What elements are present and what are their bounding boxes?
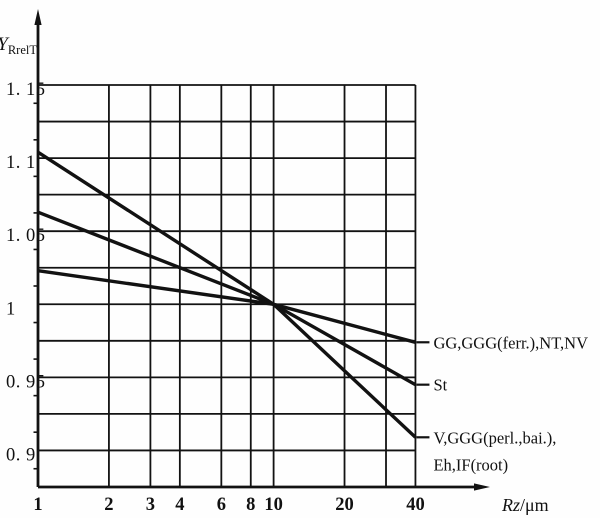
x-tick-label: 8: [246, 495, 255, 515]
y-tick-label: 1: [6, 299, 16, 319]
x-tick-label: 2: [104, 495, 113, 515]
y-tick-label: 0. 95: [6, 372, 46, 392]
y-tick-label: 0. 9: [6, 445, 36, 465]
series-label: V,GGG(perl.,bai.),: [433, 428, 556, 447]
x-tick-label: 40: [406, 495, 425, 515]
x-axis-title: Rz/μm: [501, 495, 549, 515]
x-tick-label: 4: [175, 495, 184, 515]
x-tick-label: 3: [146, 495, 155, 515]
y-axis-title: YRrelT: [0, 34, 37, 57]
series-curve: [37, 150, 417, 439]
y-axis-arrow-icon: [34, 9, 42, 25]
x-tick-label: 10: [264, 495, 283, 515]
x-axis-arrow-icon: [474, 483, 490, 491]
y-tick-label: 1. 1: [6, 153, 36, 173]
x-tick-label: 1: [33, 495, 42, 515]
y-tick-label: 1. 15: [6, 80, 46, 100]
y-tick-label: 1. 05: [6, 226, 46, 246]
x-tick-label: 20: [335, 495, 354, 515]
series-label: St: [433, 376, 447, 395]
series-curve: [37, 269, 416, 344]
series-label: Eh,IF(root): [433, 455, 508, 474]
series-label: GG,GGG(ferr.),NT,NV: [433, 333, 588, 352]
x-tick-label: 6: [217, 495, 226, 515]
